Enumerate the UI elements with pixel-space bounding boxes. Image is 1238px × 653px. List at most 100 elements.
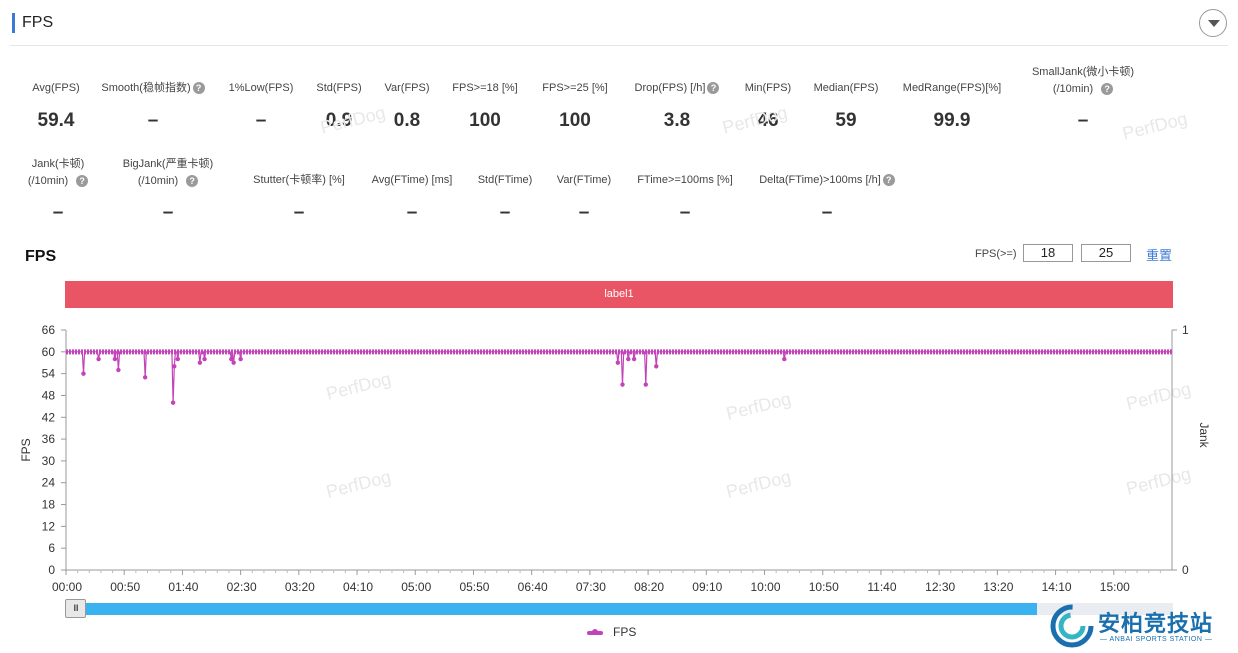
y-tick-label: 6 — [48, 541, 55, 555]
metric-value: – — [162, 202, 174, 223]
metric-label: BigJank(严重卡顿) — [88, 156, 248, 173]
metric-label: Std(FPS) — [259, 80, 419, 97]
y-tick-label: 60 — [42, 345, 56, 359]
metric-label-text: FPS>=25 [%] — [542, 82, 608, 94]
metric-value: – — [679, 202, 691, 223]
metric-metrics_row2-1: BigJank(严重卡顿) (/10min)? – — [88, 156, 248, 223]
zoom-slider-handle[interactable]: III — [65, 599, 86, 618]
y-tick-label: 54 — [42, 367, 56, 381]
fps-data-point — [142, 375, 148, 380]
fps-data-point — [172, 364, 177, 369]
watermark-3: PerfDog — [324, 466, 393, 501]
x-tick-label: 10:50 — [809, 580, 839, 594]
fps-threshold-label: FPS(>=) — [975, 248, 1017, 260]
metric-metrics_row2-3: Avg(FTime) [ms] – — [332, 172, 492, 232]
watermark-1: PerfDog — [724, 388, 793, 423]
metric-label: Std(FTime) — [425, 172, 585, 189]
x-tick-label: 14:10 — [1042, 580, 1072, 594]
metric-value: – — [255, 110, 267, 131]
fps-threshold-input-1[interactable]: 18 — [1023, 244, 1073, 262]
metric-metrics_row1-7: Drop(FPS) [/h]? 3.8 — [597, 80, 757, 140]
fps-chart: PerfDog PerfDog PerfDog PerfDog PerfDog PerfD… — [19, 323, 1211, 594]
watermark-5: PerfDog — [1124, 463, 1193, 498]
metric-label: SmallJank(微小卡顿) — [1003, 64, 1163, 81]
metric-label: Avg(FTime) [ms] — [332, 172, 492, 189]
metric-label-text: Drop(FPS) [/h] — [634, 82, 706, 94]
fps-data-point — [81, 371, 86, 376]
fps-threshold-input-2[interactable]: 25 — [1081, 244, 1131, 262]
metric-label: Avg(FPS) — [0, 80, 136, 97]
fps-data-point — [116, 367, 121, 373]
brand-subtitle: — ANBAI SPORTS STATION — — [1100, 636, 1213, 643]
collapse-chevron-icon[interactable] — [1199, 9, 1227, 37]
metric-label-text: Median(FPS) — [813, 82, 879, 94]
metric-label-text: Smooth(稳帧指数) — [101, 82, 191, 94]
x-tick-label: 00:00 — [52, 580, 82, 594]
metric-label: Jank(卡顿) — [0, 156, 138, 173]
legend-label-fps: FPS — [613, 625, 637, 639]
metric-label-text: Std(FPS) — [316, 82, 362, 94]
fps-data-point — [202, 356, 207, 362]
metric-metrics_row2-0: Jank(卡顿) (/10min)? – — [0, 156, 138, 223]
fps-data-point — [615, 360, 621, 365]
metric-value: – — [147, 110, 159, 131]
help-icon[interactable]: ? — [1101, 83, 1114, 96]
watermark-2: PerfDog — [1124, 378, 1193, 413]
metric-label: FTime>=100ms [%] — [605, 172, 765, 189]
metric-value: – — [293, 202, 305, 223]
metric-label-text: MedRange(FPS)[%] — [902, 82, 1002, 94]
metric-metrics_row1-9: Median(FPS) 59 — [766, 80, 926, 140]
metric-value: – — [1077, 110, 1089, 131]
metric-value: 46 — [757, 110, 779, 131]
metric-label-text: Avg(FPS) — [32, 82, 80, 94]
metric-metrics_row2-4: Std(FTime) – — [425, 172, 585, 232]
metric-label-unit-text: (/10min) — [137, 175, 179, 187]
metric-metrics_row1-0: Avg(FPS) 59.4 — [0, 80, 136, 140]
metric-value: 0.9 — [325, 110, 353, 131]
fps-data-point — [238, 356, 243, 362]
metric-label-unit: (/10min)? — [1003, 81, 1163, 98]
zoom-slider-track[interactable] — [77, 603, 1037, 615]
fps-data-point — [229, 356, 234, 362]
y2-tick-label: 1 — [1182, 323, 1189, 337]
metric-metrics_row2-6: FTime>=100ms [%] – — [605, 172, 765, 232]
fps-data-point — [112, 356, 118, 362]
help-icon[interactable]: ? — [186, 175, 199, 188]
section-header: FPS — [10, 8, 1228, 46]
y-tick-label: 12 — [42, 519, 56, 533]
y-tick-label: 36 — [42, 432, 56, 446]
metric-value: – — [406, 202, 418, 223]
metric-metrics_row1-11: SmallJank(微小卡顿) (/10min)? – — [1003, 64, 1163, 131]
reset-link[interactable]: 重置 — [1146, 248, 1173, 263]
metric-label-text: Var(FTime) — [556, 174, 612, 186]
fps-data-point — [626, 356, 631, 362]
metric-metrics_row2-7: Delta(FTime)>100ms [/h]? – — [747, 172, 907, 232]
metric-label-text: Std(FTime) — [477, 174, 533, 186]
y-tick-label: 30 — [42, 454, 56, 468]
fps-data-point — [643, 382, 648, 387]
x-tick-label: 11:40 — [867, 580, 896, 594]
metric-label: Delta(FTime)>100ms [/h]? — [747, 172, 907, 189]
brand-logo: 安柏竞技站 — ANBAI SPORTS STATION — — [1050, 602, 1230, 650]
metric-metrics_row1-10: MedRange(FPS)[%] 99.9 — [872, 80, 1032, 140]
metric-metrics_row1-3: Std(FPS) 0.9 — [259, 80, 419, 140]
x-tick-label: 05:50 — [459, 580, 489, 594]
help-icon[interactable]: ? — [76, 175, 89, 188]
help-icon[interactable]: ? — [707, 82, 720, 95]
metric-metrics_row1-4: Var(FPS) 0.8 — [327, 80, 487, 140]
metric-label-unit: (/10min)? — [88, 173, 248, 190]
metric-label-text: FTime>=100ms [%] — [637, 174, 733, 186]
x-tick-label: 12:30 — [925, 580, 955, 594]
metric-label: 1%Low(FPS) — [181, 80, 341, 97]
help-icon[interactable]: ? — [882, 174, 895, 187]
y-tick-label: 48 — [42, 388, 56, 402]
metric-metrics_row2-2: Stutter(卡顿率) [%] – — [219, 172, 379, 232]
help-icon[interactable]: ? — [192, 82, 205, 95]
metric-label: Smooth(稳帧指数)? — [73, 80, 233, 97]
label-band[interactable]: label1 — [65, 281, 1173, 308]
metric-label-text: 1%Low(FPS) — [228, 82, 294, 94]
y-tick-label: 42 — [42, 410, 56, 424]
metric-value: 99.9 — [933, 110, 971, 131]
chart-title: FPS — [25, 248, 57, 265]
x-tick-label: 01:40 — [168, 580, 198, 594]
